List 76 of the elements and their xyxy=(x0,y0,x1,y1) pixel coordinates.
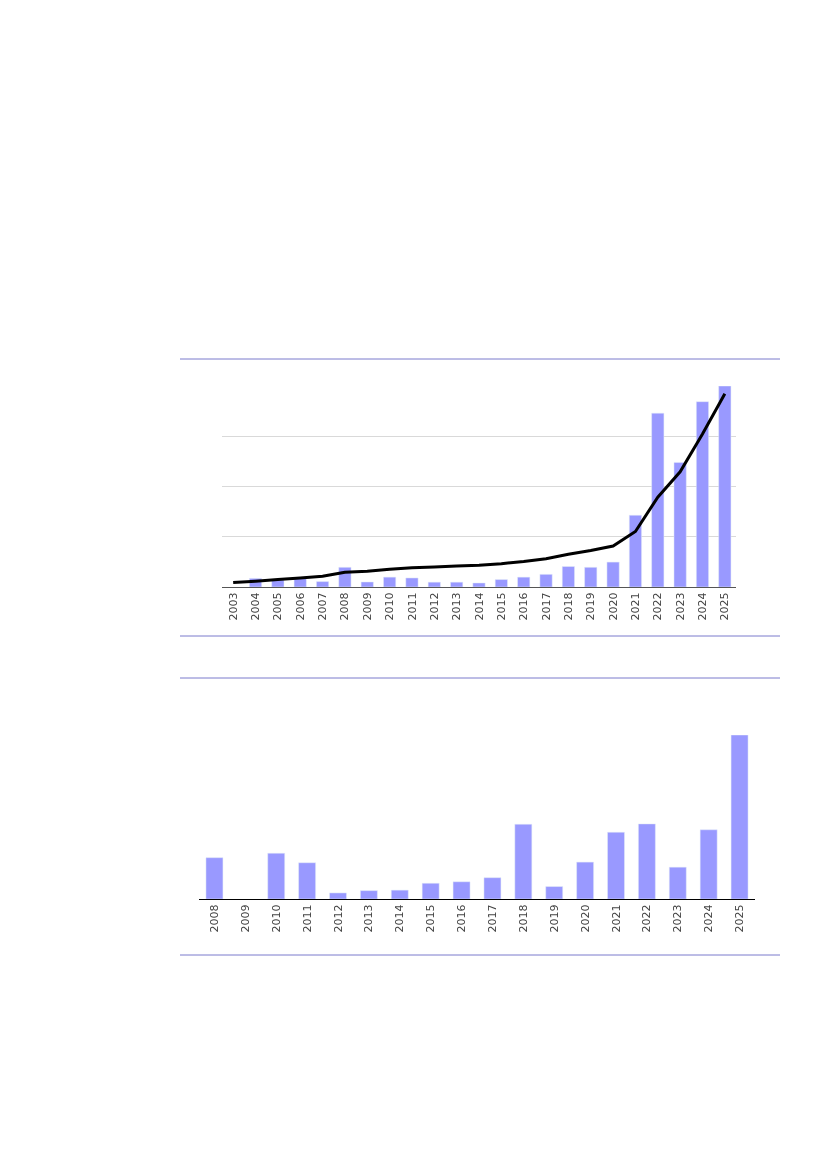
x-tick-label: 2023 xyxy=(671,904,685,933)
x-tick-label: 2012 xyxy=(331,904,345,933)
bar xyxy=(606,561,620,587)
bar xyxy=(483,877,502,899)
x-tick-label: 2011 xyxy=(300,904,314,933)
bar xyxy=(329,892,347,899)
bar xyxy=(452,881,471,899)
x-tick-label: 2005 xyxy=(271,592,285,621)
bar xyxy=(545,886,563,899)
bar xyxy=(576,861,594,899)
x-tick-label: 2015 xyxy=(424,904,438,933)
x-tick-label: 2013 xyxy=(362,904,376,933)
x-tick-label: 2013 xyxy=(450,592,464,621)
bar xyxy=(718,386,732,587)
x-tick-label: 2010 xyxy=(269,904,283,933)
x-tick-label: 2004 xyxy=(249,592,263,621)
x-tick-label: 2014 xyxy=(393,904,407,933)
bar xyxy=(494,579,508,587)
bar xyxy=(421,883,440,899)
x-tick-label: 2007 xyxy=(316,592,330,621)
x-tick-label: 2024 xyxy=(696,592,710,621)
bar xyxy=(472,582,486,587)
x-tick-label: 2022 xyxy=(640,904,654,933)
x-tick-label: 2019 xyxy=(547,904,561,933)
x-tick-label: 2021 xyxy=(629,592,643,621)
bar xyxy=(383,576,396,587)
x-tick-label: 2024 xyxy=(702,904,716,933)
x-tick-label: 2018 xyxy=(561,592,575,621)
bar xyxy=(316,581,329,587)
bar xyxy=(391,889,409,899)
bar xyxy=(638,823,656,899)
x-tick-label: 2017 xyxy=(539,592,553,621)
x-tick-label: 2006 xyxy=(293,592,307,621)
bar xyxy=(607,832,625,899)
bar xyxy=(427,581,441,587)
x-tick-label: 2021 xyxy=(609,904,623,933)
bar xyxy=(629,514,642,587)
bar xyxy=(699,829,718,899)
bar xyxy=(205,857,224,899)
bar xyxy=(651,412,665,587)
x-tick-label: 2011 xyxy=(405,592,419,621)
x-tick-label: 2012 xyxy=(427,592,441,621)
x-tick-label: 2016 xyxy=(455,904,469,933)
x-tick-label: 2020 xyxy=(578,904,592,933)
x-tick-label: 2016 xyxy=(517,592,531,621)
x-tick-label: 2020 xyxy=(606,592,620,621)
bar xyxy=(450,581,464,587)
x-tick-label: 2025 xyxy=(718,592,732,621)
bar xyxy=(517,576,531,587)
bar xyxy=(267,852,285,899)
bar xyxy=(360,581,374,587)
x-tick-label: 2019 xyxy=(584,592,598,621)
x-tick-label: 2022 xyxy=(651,592,665,621)
x-tick-label: 2018 xyxy=(516,904,530,933)
bar xyxy=(405,577,419,587)
bar xyxy=(730,735,749,899)
bar xyxy=(298,862,316,899)
x-tick-label: 2008 xyxy=(338,592,352,621)
x-tick-label: 2010 xyxy=(383,592,397,621)
x-tick-label: 2009 xyxy=(238,904,252,933)
x-tick-label: 2008 xyxy=(208,904,222,933)
x-tick-label: 2023 xyxy=(673,592,687,621)
x-tick-label: 2014 xyxy=(472,592,486,621)
bar xyxy=(514,823,533,899)
bar xyxy=(360,890,378,899)
bar xyxy=(562,566,575,587)
bar xyxy=(669,866,687,899)
x-tick-label: 2003 xyxy=(226,592,240,621)
x-tick-label: 2015 xyxy=(494,592,508,621)
bar xyxy=(539,574,553,587)
x-tick-label: 2009 xyxy=(360,592,374,621)
bar xyxy=(584,567,598,587)
bar xyxy=(673,462,687,587)
x-tick-label: 2017 xyxy=(486,904,500,933)
x-tick-label: 2025 xyxy=(733,904,747,933)
bar xyxy=(696,401,709,587)
